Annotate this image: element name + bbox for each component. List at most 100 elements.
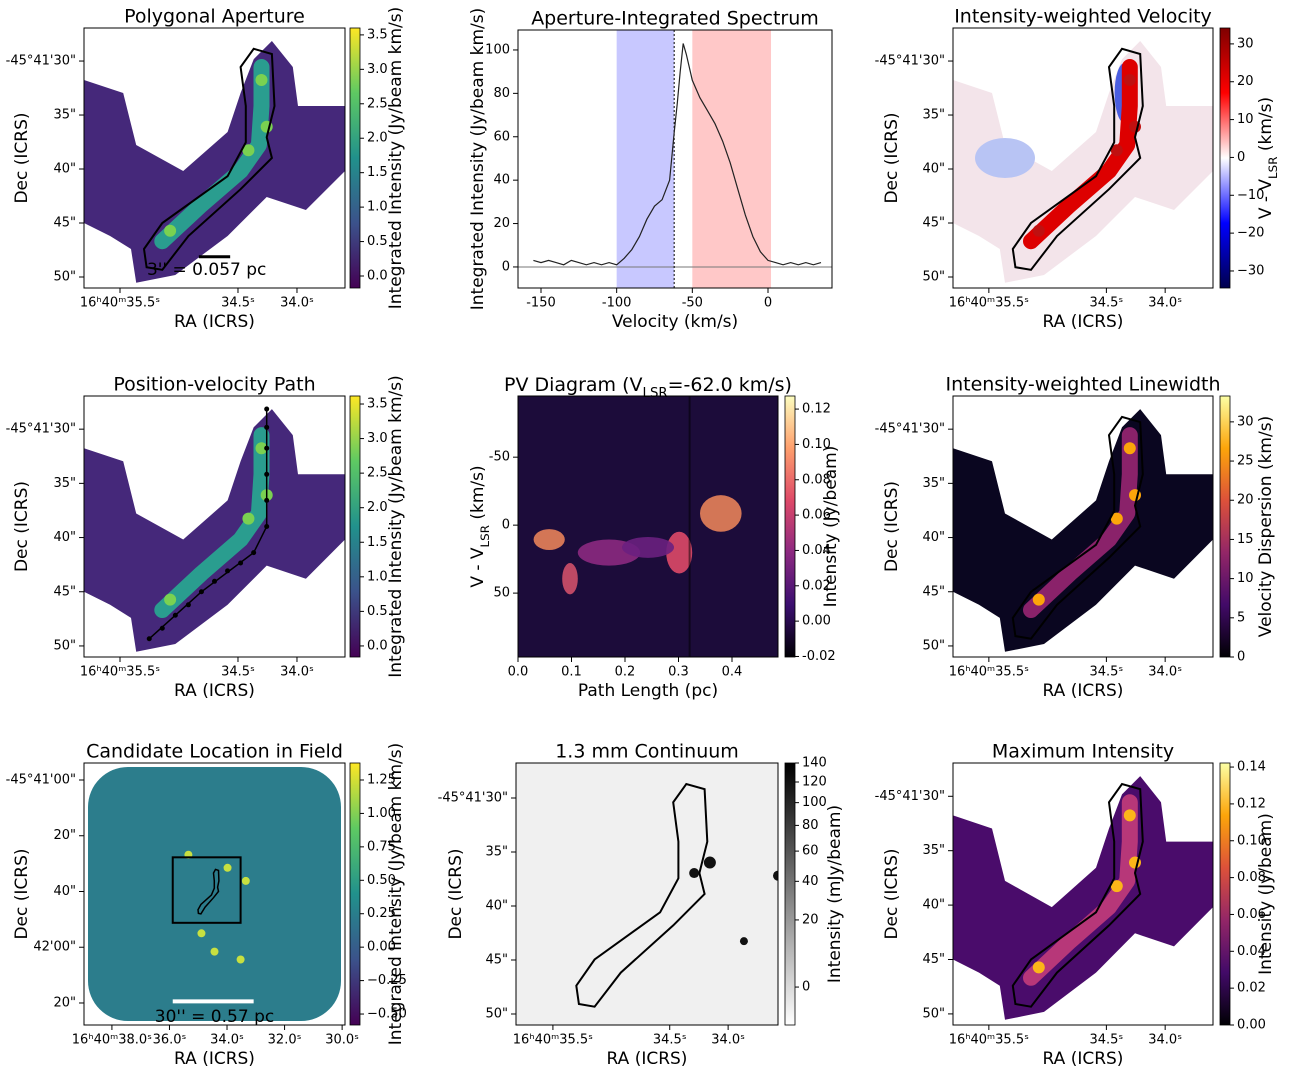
colorbar-tick-label: 10 [1237, 112, 1254, 127]
plot-area [518, 30, 832, 288]
colorbar-tick-label: 0.00 [367, 940, 396, 955]
path-node [225, 568, 231, 574]
source [689, 868, 700, 879]
peak [255, 74, 268, 86]
peak [1032, 224, 1045, 237]
peak [1123, 74, 1136, 86]
y-tick-label: 50 [493, 586, 510, 601]
path-node [146, 636, 152, 642]
path-node [251, 550, 257, 556]
x-tick-label: 30.0ˢ [325, 1033, 359, 1048]
colorbar-tick-label: 40 [802, 874, 819, 889]
colorbar-tick-label: 0.08 [802, 472, 831, 487]
colorbar-tick-label: 0 [1237, 650, 1245, 665]
panel: 16ʰ40ᵐ35.5ˢ 34.5ˢ 34.0ˢ -45°41'30" 35" 40" 45"… [6, 395, 388, 680]
colorbar-tick-label: 0.0 [367, 269, 388, 284]
colorbar-label: Intensity (Jy/beam) [1256, 813, 1276, 975]
plot-area [953, 763, 1213, 1025]
path-node [264, 406, 270, 412]
y-tick-label: 60 [493, 129, 510, 144]
x-tick-label: 34.0ˢ [1148, 296, 1182, 311]
filament [1023, 59, 1138, 250]
axes-frame [517, 29, 833, 289]
filament [1023, 427, 1138, 618]
aperture [1011, 415, 1144, 640]
y-tick-label: 50" [922, 269, 945, 284]
emission-region [953, 409, 1213, 652]
peak [1110, 512, 1123, 525]
y-tick-label: -45°41'30" [875, 54, 945, 69]
y-tick-label: 50" [53, 638, 76, 653]
path-node [198, 589, 204, 595]
colorbar-label: Velocity Dispersion (km/s) [1256, 416, 1276, 637]
x-tick-label: 16ʰ40ᵐ35.5ˢ [513, 1033, 593, 1048]
axes-frame [83, 395, 346, 658]
y-tick-label: 40" [922, 530, 945, 545]
panel: 16ʰ40ᵐ35.5ˢ 34.5ˢ 34.0ˢ -45°41'30" 35" 40" 45"… [6, 27, 388, 310]
colorbar-tick-label: −30 [1237, 263, 1264, 278]
y-tick-label: 35" [485, 844, 508, 859]
colorbar-tick-label: 1.25 [367, 772, 396, 787]
x-tick-label: 16ʰ40ᵐ35.5ˢ [949, 1033, 1029, 1048]
colorbar-tick-label: 2.0 [367, 500, 388, 515]
colorbar [1219, 27, 1231, 289]
x-tick-label: 0 [764, 296, 772, 311]
colorbar-tick-label: 120 [802, 775, 827, 790]
x-tick-label: 16ʰ40ᵐ35.5ˢ [949, 665, 1029, 680]
peak [164, 224, 177, 237]
colorbar-tick-label: 0.02 [1237, 981, 1266, 996]
y-tick-label: 40" [922, 162, 945, 177]
panel-title: Polygonal Aperture [124, 6, 305, 28]
x-axis-label: RA (ICRS) [174, 312, 255, 332]
y-axis-label: Dec (ICRS) [446, 848, 466, 939]
peak [1110, 144, 1123, 157]
y-tick-label: 40" [485, 898, 508, 913]
colorbar-tick-label: 0.06 [802, 508, 831, 523]
colorbar-tick-label: 30 [1237, 36, 1254, 51]
panel-title: 1.3 mm Continuum [555, 741, 739, 763]
x-tick-label: 34.5ˢ [1089, 665, 1123, 680]
y-tick-label: -45°41'30" [6, 422, 76, 437]
x-tick-label: 34.0ˢ [1148, 1033, 1182, 1048]
plot-area [953, 28, 1213, 288]
aperture [1011, 47, 1144, 271]
colorbar-tick-label: 0.12 [802, 402, 831, 417]
background [516, 763, 778, 1025]
colorbar-tick-label: 5 [1237, 610, 1245, 625]
peak [1123, 809, 1136, 822]
axes-frame [515, 762, 779, 1026]
peak [1123, 442, 1136, 455]
x-tick-label: 34.5ˢ [221, 665, 255, 680]
y-axis-label: Dec (ICRS) [882, 481, 902, 572]
x-tick-label: 34.5ˢ [221, 296, 255, 311]
y-tick-label: 40" [922, 898, 945, 913]
colorbar-label-part: (km/s) [1256, 97, 1276, 157]
y-tick-label: 35" [53, 108, 76, 123]
y-axis-label: Dec (ICRS) [12, 481, 32, 572]
path-node [264, 445, 270, 451]
panel-title-part: LSR [643, 386, 668, 401]
y-tick-label: 40 [493, 173, 510, 188]
colorbar-tick-label: 0.14 [1237, 760, 1266, 775]
spectrum-line [533, 43, 822, 266]
source [197, 929, 206, 938]
x-axis-label: RA (ICRS) [174, 681, 255, 701]
panel: 16ʰ40ᵐ35.5ˢ 34.5ˢ 34.0ˢ -45°41'30" 35" 40" 45"… [438, 756, 827, 1048]
x-axis-label: RA (ICRS) [174, 1049, 255, 1069]
y-tick-label: -45°41'00" [6, 773, 76, 788]
colorbar-tick-label: 15 [1237, 532, 1254, 547]
x-tick-label: 16ʰ40ᵐ35.5ˢ [80, 296, 160, 311]
peak [255, 442, 268, 455]
x-tick-label: 34.5ˢ [1089, 1033, 1123, 1048]
x-tick-label: 16ʰ40ᵐ35.5ˢ [949, 296, 1029, 311]
colorbar-tick-label: 0.25 [367, 906, 396, 921]
aperture [197, 868, 220, 915]
y-tick-label: 80 [493, 86, 510, 101]
colorbar-tick-label: 100 [802, 795, 827, 810]
colorbar-tick-label: 0.04 [802, 543, 831, 558]
panel-title: Aperture-Integrated Spectrum [531, 8, 819, 30]
colorbar-tick-label: 0.02 [802, 578, 831, 593]
x-axis-label: RA (ICRS) [1043, 681, 1124, 701]
y-tick-label: 40" [53, 162, 76, 177]
x-tick-label: 0.0 [508, 665, 529, 680]
